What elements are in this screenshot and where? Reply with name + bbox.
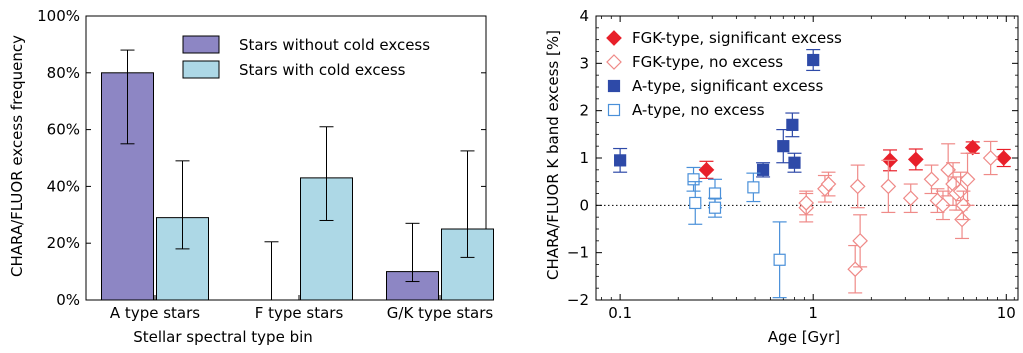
scatter-xtick-label: 0.1 <box>608 304 632 322</box>
scatter-chart-xlabel: Age [Gyr] <box>768 328 840 346</box>
legend-label: FGK-type, no excess <box>632 53 783 71</box>
data-point <box>849 178 866 195</box>
bar-chart-ytick-label: 0% <box>56 291 80 309</box>
data-point <box>756 163 770 176</box>
scatter-ytick-label: −1 <box>567 244 589 262</box>
data-point <box>807 53 820 67</box>
bar-chart-legend: Stars without cold excess Stars with col… <box>182 35 430 79</box>
scatter-series-2 <box>613 49 821 178</box>
data-point <box>798 195 815 211</box>
data-point <box>923 171 940 188</box>
legend-marker <box>606 30 622 46</box>
bar-chart-ytick-label: 20% <box>47 234 80 252</box>
bar-chart-ytick-label: 40% <box>47 177 80 195</box>
scatter-ytick-label: 4 <box>579 7 589 25</box>
scatter-chart-ylabel: CHARA/FLUOR K band excess [%] <box>544 30 562 280</box>
bar-chart-panel: CHARA/FLUOR excess frequency Stellar spe… <box>8 7 494 346</box>
data-point <box>689 196 702 210</box>
bar-chart-xtick-label: A type stars <box>110 304 200 322</box>
legend-marker <box>607 79 621 93</box>
data-point <box>959 171 976 188</box>
bar-chart-xlabel: Stellar spectral type bin <box>133 328 313 346</box>
legend-label-without-cold-excess: Stars without cold excess <box>239 36 430 54</box>
data-point <box>708 187 722 200</box>
scatter-series-0 <box>698 139 1012 179</box>
data-point <box>964 139 981 156</box>
scatter-ytick-label: −2 <box>567 291 589 309</box>
legend-swatch-without-cold-excess <box>182 35 220 54</box>
data-point <box>786 118 799 131</box>
data-point <box>708 201 722 214</box>
scatter-xtick-label: 1 <box>808 304 818 322</box>
legend-marker <box>607 103 621 117</box>
data-point <box>935 197 951 214</box>
scatter-series-1 <box>798 140 999 294</box>
data-point <box>777 140 790 153</box>
data-point <box>902 190 919 207</box>
data-point <box>880 178 897 195</box>
legend-swatch-with-cold-excess <box>182 60 220 79</box>
data-point <box>820 176 837 192</box>
bar-chart-ytick-label: 80% <box>47 64 80 82</box>
data-point <box>852 232 868 249</box>
bar-chart-ylabel: CHARA/FLUOR excess frequency <box>8 35 26 277</box>
bar-chart-xtick-label: G/K type stars <box>387 304 494 322</box>
scatter-ytick-label: 3 <box>579 54 589 72</box>
bar <box>300 177 353 301</box>
legend-label: A-type, significant excess <box>632 77 823 95</box>
legend-label-with-cold-excess: Stars with cold excess <box>239 61 406 79</box>
scatter-chart-panel: CHARA/FLUOR K band excess [%] Age [Gyr] … <box>544 7 1019 346</box>
data-point <box>614 154 627 167</box>
legend-label: FGK-type, significant excess <box>632 29 842 47</box>
legend-marker <box>606 54 622 70</box>
data-point <box>982 150 999 166</box>
scatter-series-3 <box>686 166 787 299</box>
data-point <box>687 173 700 186</box>
bar-chart-ytick-label: 100% <box>37 7 80 25</box>
data-point <box>995 150 1012 166</box>
scatter-ytick-label: 1 <box>579 149 589 167</box>
data-point <box>788 156 801 169</box>
legend-label: A-type, no excess <box>632 101 765 119</box>
scatter-legend: FGK-type, significant excess FGK-type, no… <box>606 29 842 119</box>
data-point <box>773 253 786 266</box>
bar-chart-xtick-label: F type stars <box>255 304 344 322</box>
scatter-xtick-label: 10 <box>997 304 1016 322</box>
scatter-chart-frame <box>595 15 1019 301</box>
bar-chart-frame <box>85 15 487 301</box>
bar-chart-ytick-label: 60% <box>47 121 80 139</box>
data-point <box>698 161 715 178</box>
data-point <box>747 181 760 194</box>
data-point <box>907 151 924 168</box>
scatter-ytick-label: 2 <box>579 102 589 120</box>
scatter-ytick-label: 0 <box>579 196 589 214</box>
